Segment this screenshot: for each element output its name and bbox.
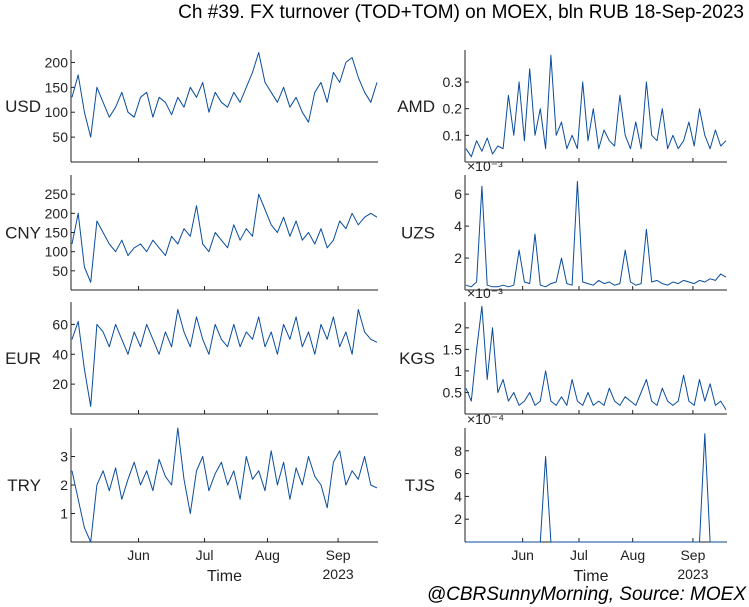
y-tick-label: 2: [454, 511, 462, 527]
y-tick-label: 40: [52, 346, 68, 362]
y-tick-label: 8: [454, 443, 462, 459]
panel-uzs: 2 4 6 UZS ×10⁻³: [401, 158, 727, 291]
panel-cny: 50 100 150 200 250 CNY: [5, 175, 378, 291]
x-axis-label: Time: [574, 568, 609, 585]
y-axis-label: KGS: [399, 349, 435, 368]
series-line-amd: [465, 54, 727, 158]
y-tick-label: 60: [52, 316, 68, 332]
y-exponent-label: ×10⁻³: [467, 285, 503, 301]
y-tick-label: 20: [52, 376, 68, 392]
panel-eur: 20 40 60 EUR: [5, 302, 378, 415]
y-tick-label: 200: [45, 54, 69, 70]
x-tick-label: Jun: [127, 547, 150, 563]
x-year-label: 2023: [677, 566, 708, 582]
y-axis-label: TRY: [7, 476, 41, 495]
panel-try: 1 2 3 TRY Jun Jul Aug Sep 2023 Time: [7, 427, 378, 585]
y-axis-label: AMD: [397, 97, 435, 116]
y-tick-label: 150: [45, 79, 69, 95]
y-axis-label: USD: [5, 97, 41, 116]
y-tick-label: 2: [454, 250, 462, 266]
x-tick-label: Aug: [255, 547, 280, 563]
x-tick-label: Aug: [620, 547, 645, 563]
y-exponent-label: ×10⁻⁴: [467, 411, 504, 427]
y-axis-label: EUR: [5, 349, 41, 368]
x-year-label: 2023: [323, 566, 354, 582]
y-tick-label: 2: [454, 320, 462, 336]
series-line-uzs: [465, 180, 727, 288]
y-tick-label: 50: [52, 129, 68, 145]
y-tick-label: 0.1: [443, 127, 463, 143]
series-line-eur: [71, 309, 378, 407]
y-tick-label: 3: [60, 449, 68, 465]
series-line-cny: [71, 193, 378, 283]
y-axis-label: CNY: [5, 224, 41, 243]
series-line-usd: [71, 52, 378, 138]
x-tick-label: Jun: [511, 547, 534, 563]
panel-usd: 50 100 150 200 USD: [5, 50, 378, 163]
y-tick-label: 0.3: [443, 74, 463, 90]
y-tick-label: 6: [454, 466, 462, 482]
panel-kgs: 0.5 1 1.5 2 KGS ×10⁻³: [399, 285, 727, 415]
series-line-tjs: [466, 433, 726, 543]
y-tick-label: 4: [454, 218, 462, 234]
y-tick-label: 0.2: [443, 101, 463, 117]
y-axis-label: TJS: [405, 476, 435, 495]
y-tick-label: 1: [60, 506, 68, 522]
x-tick-label: Jul: [570, 547, 588, 563]
panel-amd: 0.1 0.2 0.3 AMD: [397, 50, 727, 163]
y-tick-label: 200: [45, 205, 69, 221]
y-tick-label: 6: [454, 186, 462, 202]
series-line-try: [71, 427, 378, 543]
y-tick-label: 150: [45, 225, 69, 241]
panel-tjs: 2 4 6 8 TJS ×10⁻⁴ Jun Jul Aug Sep 2023 Time: [405, 411, 727, 585]
y-tick-label: 2: [60, 477, 68, 493]
x-tick-label: Sep: [326, 547, 351, 563]
y-axis-label: UZS: [401, 224, 435, 243]
y-tick-label: 100: [45, 244, 69, 260]
y-tick-label: 0.5: [443, 384, 463, 400]
panels-group: 50100150200USD0.10.20.3AMD50100150200250…: [5, 50, 727, 585]
credit-text: @CBRSunnyMorning, Source: MOEX: [427, 584, 748, 605]
y-exponent-label: ×10⁻³: [467, 158, 503, 174]
y-tick-label: 100: [45, 104, 69, 120]
y-tick-label: 250: [45, 186, 69, 202]
chart-title: Ch #39. FX turnover (TOD+TOM) on MOEX, b…: [178, 2, 744, 23]
series-line-kgs: [465, 305, 727, 410]
y-tick-label: 50: [52, 263, 68, 279]
y-tick-label: 1.5: [443, 341, 463, 357]
x-axis-label: Time: [207, 568, 242, 585]
x-tick-label: Jul: [196, 547, 214, 563]
y-tick-label: 4: [454, 488, 462, 504]
x-tick-label: Sep: [680, 547, 705, 563]
y-tick-label: 1: [454, 363, 462, 379]
